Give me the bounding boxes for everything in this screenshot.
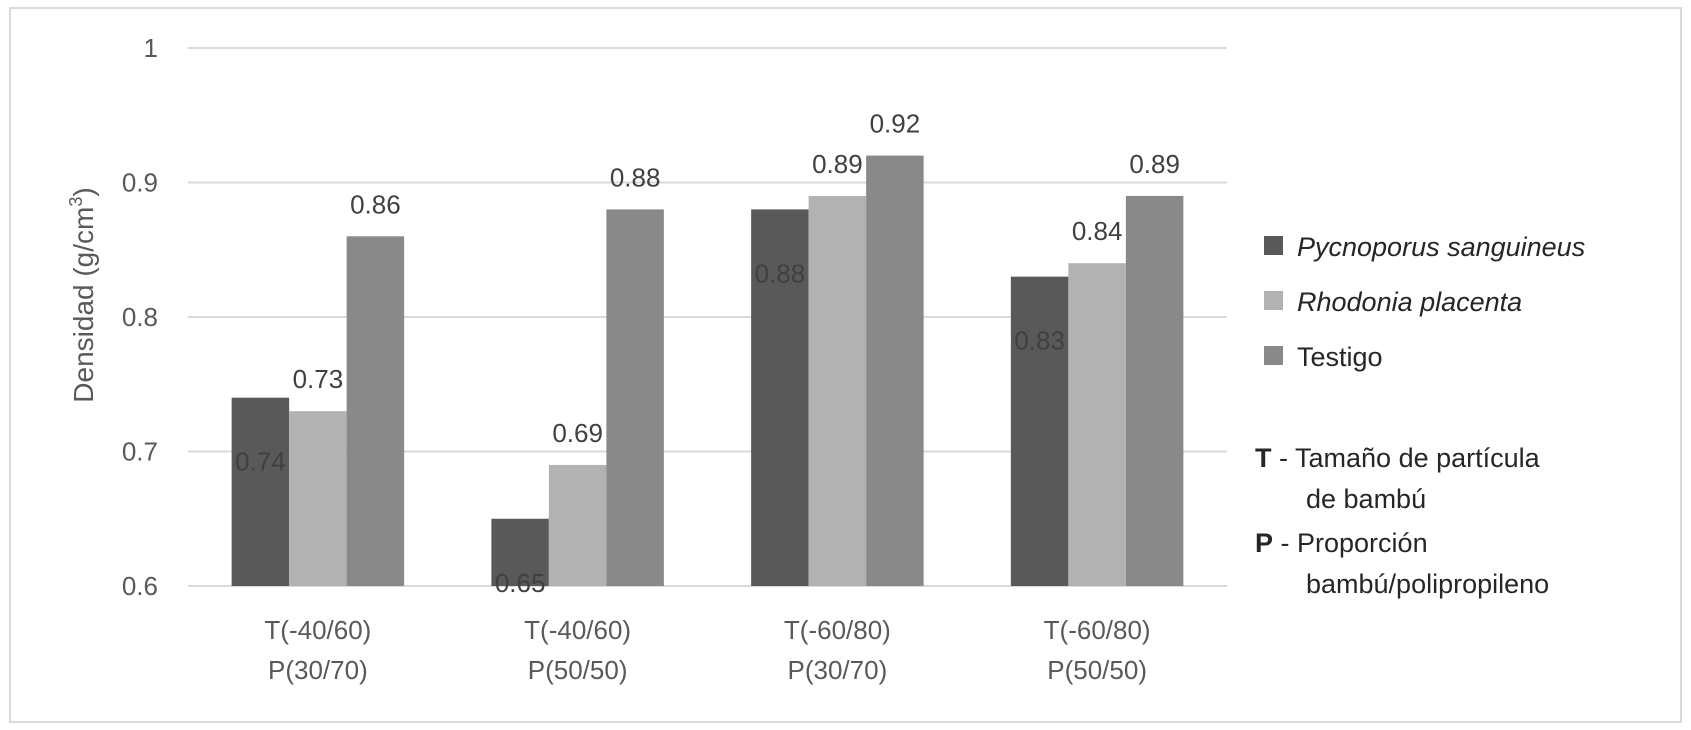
note: T - Tamaño de partícula	[1255, 443, 1541, 473]
y-tick-label: 0.7	[122, 437, 158, 467]
bar	[606, 209, 664, 586]
category-label: T(-40/60) P(50/50)	[524, 615, 631, 685]
data-label: 0.84	[1072, 216, 1123, 246]
bar	[1010, 276, 1069, 586]
y-tick-label: 1	[144, 33, 158, 63]
data-label: 0.89	[1129, 149, 1180, 179]
legend-swatch	[1264, 291, 1283, 310]
legend-label: Rhodonia placenta	[1297, 287, 1522, 317]
bar	[289, 411, 347, 586]
y-tick-label: 0.9	[122, 168, 158, 198]
bar	[751, 209, 809, 586]
bar	[808, 195, 867, 586]
data-label: 0.86	[350, 189, 401, 219]
category-labels: T(-40/60) P(30/70) T(-40/60) P(50/50) T(-60/…	[264, 615, 1150, 685]
data-label: 0.73	[293, 364, 344, 394]
bar	[1125, 195, 1184, 586]
category-label: T(-60/80) P(30/70)	[784, 615, 891, 685]
data-label: 0.65	[495, 568, 546, 598]
legend-swatch	[1264, 346, 1283, 365]
legend: Pycnoporus sanguineus Rhodonia placenta Te…	[1264, 232, 1585, 372]
category-label: T(-60/80) P(50/50)	[1044, 615, 1151, 685]
note-continuation: de bambú	[1306, 484, 1426, 514]
legend-swatch	[1264, 236, 1283, 255]
note-continuation: bambú/polipropileno	[1306, 569, 1549, 599]
bars	[231, 155, 1184, 587]
bar	[346, 236, 405, 587]
y-tick-labels: 0.6 0.7 0.8 0.9 1	[122, 33, 158, 601]
bar	[866, 155, 924, 586]
data-label: 0.83	[1014, 326, 1065, 356]
y-tick-label: 0.8	[122, 302, 158, 332]
notes: T - Tamaño de partícula de bambú P - Propo…	[1255, 443, 1549, 599]
data-label: 0.89	[812, 149, 863, 179]
category-label: T(-40/60) P(30/70)	[264, 615, 371, 685]
bar	[231, 397, 290, 586]
data-label: 0.88	[755, 258, 806, 288]
legend-label: Testigo	[1297, 342, 1383, 372]
note: P - Proporción	[1255, 528, 1428, 558]
bar	[491, 518, 549, 586]
data-label: 0.88	[610, 162, 661, 192]
legend-label: Pycnoporus sanguineus	[1297, 232, 1585, 262]
y-tick-label: 0.6	[122, 571, 158, 601]
data-labels: 0.74 0.65 0.88 0.83 0.73 0.69 0.89 0.84 0.86 0.88…	[235, 109, 1180, 598]
data-label: 0.92	[870, 109, 921, 139]
data-label: 0.69	[552, 418, 603, 448]
bar	[548, 464, 607, 586]
bar	[1068, 263, 1126, 586]
y-axis-title: Densidad (g/cm3)	[66, 187, 99, 402]
data-label: 0.74	[235, 447, 286, 477]
